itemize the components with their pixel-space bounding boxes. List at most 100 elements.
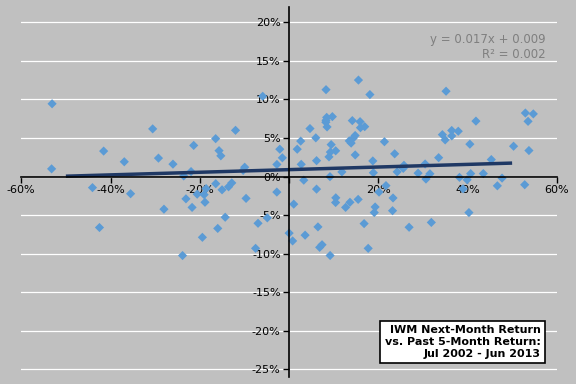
Point xyxy=(359,220,369,227)
Point xyxy=(99,148,108,154)
Point xyxy=(181,196,191,202)
Point xyxy=(380,139,389,145)
Point xyxy=(198,234,207,240)
Point xyxy=(487,157,496,163)
Point xyxy=(299,177,308,183)
Point xyxy=(285,230,294,236)
Point xyxy=(240,164,249,170)
Point xyxy=(331,199,340,205)
Point xyxy=(231,127,240,133)
Point xyxy=(211,136,220,142)
Point xyxy=(466,170,475,177)
Point xyxy=(301,232,310,238)
Point xyxy=(331,195,340,201)
Point xyxy=(160,206,169,212)
Point xyxy=(312,157,321,164)
Point xyxy=(365,91,374,98)
Point xyxy=(354,77,363,83)
Point xyxy=(126,190,135,197)
Point xyxy=(275,146,285,152)
Point xyxy=(272,189,282,195)
Point xyxy=(399,166,408,172)
Point xyxy=(369,170,378,176)
Point xyxy=(227,180,236,186)
Point xyxy=(464,210,473,216)
Point xyxy=(465,141,475,147)
Point xyxy=(154,155,163,161)
Point xyxy=(441,137,450,143)
Point xyxy=(370,210,379,216)
Point xyxy=(218,187,227,193)
Point xyxy=(328,114,337,120)
Point xyxy=(214,147,223,154)
Point xyxy=(521,110,530,116)
Point xyxy=(438,132,447,138)
Point xyxy=(425,171,434,177)
Point xyxy=(263,215,272,221)
Point xyxy=(258,93,267,99)
Point xyxy=(422,176,431,182)
Point xyxy=(315,244,324,250)
Point xyxy=(47,101,56,107)
Point xyxy=(393,169,402,175)
Point xyxy=(441,88,450,94)
Point xyxy=(322,114,331,121)
Point xyxy=(325,252,335,258)
Point xyxy=(224,184,233,190)
Point xyxy=(321,117,331,123)
Point xyxy=(321,87,331,93)
Point xyxy=(351,152,360,158)
Point xyxy=(427,219,436,225)
Point xyxy=(341,204,350,210)
Point xyxy=(356,125,365,131)
Point xyxy=(296,138,305,144)
Point xyxy=(331,148,340,154)
Point xyxy=(202,185,211,192)
Point xyxy=(388,195,397,201)
Point xyxy=(498,175,507,181)
Point xyxy=(179,173,188,179)
Point xyxy=(374,189,384,195)
Point xyxy=(529,111,538,117)
Point xyxy=(278,155,287,161)
Point xyxy=(272,161,282,167)
Point xyxy=(524,118,533,124)
Point xyxy=(368,158,377,164)
Point xyxy=(370,204,380,210)
Point xyxy=(178,252,187,258)
Point xyxy=(293,146,302,152)
Point xyxy=(324,154,334,160)
Point xyxy=(321,119,331,125)
Point xyxy=(200,199,210,205)
Point xyxy=(346,199,355,205)
Point xyxy=(241,195,251,202)
Point xyxy=(238,167,248,174)
Point xyxy=(297,161,306,167)
Point xyxy=(455,174,464,180)
Point xyxy=(363,245,373,252)
Point xyxy=(211,180,221,187)
Point xyxy=(199,192,209,198)
Point xyxy=(317,242,327,248)
Point xyxy=(463,177,472,183)
Point xyxy=(420,161,430,167)
Point xyxy=(288,238,297,244)
Point xyxy=(289,201,298,207)
Point xyxy=(390,151,399,157)
Point xyxy=(312,186,321,192)
Point xyxy=(520,182,529,188)
Point xyxy=(192,191,202,197)
Point xyxy=(213,225,222,232)
Point xyxy=(168,161,177,167)
Point xyxy=(338,169,347,175)
Point xyxy=(47,166,56,172)
Text: y = 0.017x + 0.009
R² = 0.002: y = 0.017x + 0.009 R² = 0.002 xyxy=(430,33,546,61)
Point xyxy=(447,133,456,139)
Point xyxy=(95,224,104,230)
Point xyxy=(447,127,456,134)
Point xyxy=(360,124,369,130)
Point xyxy=(325,174,335,180)
Point xyxy=(434,155,444,161)
Point xyxy=(524,147,533,154)
Point xyxy=(305,126,314,132)
